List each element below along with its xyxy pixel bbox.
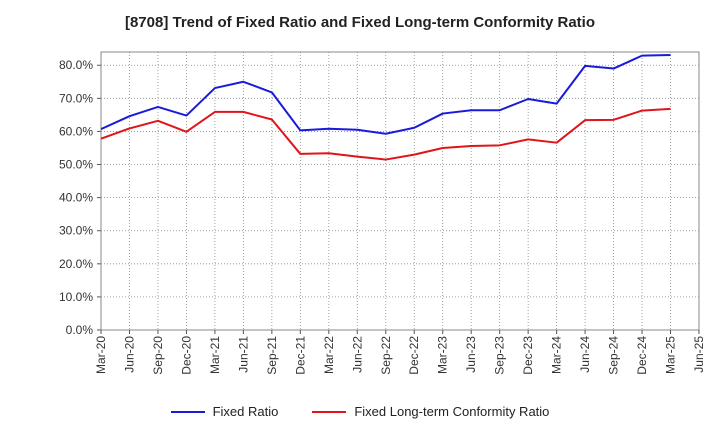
- y-tick-label: 70.0%: [59, 91, 93, 105]
- x-tick-label: Dec-20: [179, 336, 193, 375]
- x-tick-label: Mar-20: [94, 336, 108, 374]
- y-tick-label: 20.0%: [59, 257, 93, 271]
- plot-frame: [100, 51, 700, 331]
- x-tick-label: Dec-24: [635, 336, 649, 375]
- x-tick-label: Dec-22: [407, 336, 421, 375]
- tick-labels: 0.0% 10.0% 20.0% 30.0% 40.0% 50.0% 60.0% 70.0% 8…: [59, 58, 706, 374]
- grid-lines: [100, 52, 700, 331]
- y-tick-label: 40.0%: [59, 191, 93, 205]
- x-tick-label: Jun-21: [236, 336, 250, 373]
- legend-swatch-fixed-long-term-conformity-ratio: [312, 410, 347, 413]
- x-tick-label: Sep-23: [493, 336, 507, 375]
- y-tick-label: 50.0%: [59, 158, 93, 172]
- legend: Fixed Ratio Fixed Long-term Conformity R…: [0, 404, 720, 419]
- x-tick-label: Mar-22: [322, 336, 336, 374]
- chart-title: [8708] Trend of Fixed Ratio and Fixed Lo…: [124, 14, 596, 31]
- axes: [97, 51, 700, 334]
- series-line-fixed-ratio: [100, 53, 671, 135]
- series-lines: [100, 53, 671, 161]
- x-tick-label: Dec-23: [521, 336, 535, 375]
- x-tick-label: Mar-23: [436, 336, 450, 374]
- y-tick-label: 30.0%: [59, 224, 93, 238]
- x-tick-label: Jun-20: [122, 336, 136, 373]
- x-tick-label: Sep-20: [151, 336, 165, 375]
- x-tick-label: Mar-25: [664, 336, 678, 374]
- x-tick-label: Jun-25: [692, 336, 706, 373]
- x-tick-label: Jun-24: [578, 336, 592, 373]
- legend-label-fixed-ratio: Fixed Ratio: [212, 404, 279, 419]
- legend-label-fixed-long-term-conformity-ratio: Fixed Long-term Conformity Ratio: [354, 404, 550, 419]
- x-tick-label: Mar-21: [208, 336, 222, 374]
- x-tick-label: Dec-21: [293, 336, 307, 375]
- x-tick-label: Sep-22: [379, 336, 393, 375]
- y-tick-label: 10.0%: [59, 290, 93, 304]
- x-tick-label: Jun-23: [464, 336, 478, 373]
- x-tick-label: Mar-24: [550, 336, 564, 374]
- y-tick-label: 60.0%: [59, 124, 93, 138]
- x-tick-label: Jun-22: [350, 336, 364, 373]
- legend-item-fixed-long-term-conformity-ratio: Fixed Long-term Conformity Ratio: [312, 404, 549, 419]
- x-tick-label: Sep-24: [607, 336, 621, 375]
- series-line-fixed-long-term-conformity-ratio: [100, 107, 671, 161]
- y-tick-label: 80.0%: [59, 58, 93, 72]
- x-tick-label: Sep-21: [265, 336, 279, 375]
- legend-swatch-fixed-ratio: [170, 410, 205, 413]
- y-tick-label: 0.0%: [66, 323, 94, 337]
- legend-item-fixed-ratio: Fixed Ratio: [170, 404, 279, 419]
